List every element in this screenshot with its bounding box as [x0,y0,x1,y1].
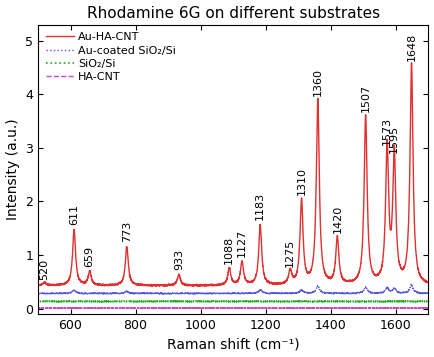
SiO₂/Si [400,299,405,303]
Au-HA-CNT [420,277,425,282]
Au-coated SiO₂/Si [200,291,205,296]
Text: 611: 611 [69,204,79,225]
Au-coated SiO₂/Si [32,291,37,295]
Au-HA-CNT [400,267,405,271]
Line: HA-CNT: HA-CNT [35,307,434,308]
Text: 1127: 1127 [237,229,247,257]
HA-CNT [420,306,425,310]
HA-CNT [323,306,328,311]
SiO₂/Si [32,300,37,304]
Title: Rhodamine 6G on different substrates: Rhodamine 6G on different substrates [87,6,380,21]
HA-CNT [201,306,206,310]
Au-coated SiO₂/Si [400,291,405,295]
Text: 1360: 1360 [313,68,323,96]
Legend: Au-HA-CNT, Au-coated SiO₂/Si, SiO₂/Si, HA-CNT: Au-HA-CNT, Au-coated SiO₂/Si, SiO₂/Si, H… [43,30,178,85]
Au-HA-CNT [323,271,328,276]
Au-HA-CNT [201,283,206,288]
Text: 1573: 1573 [382,116,392,145]
SiO₂/Si [411,300,416,304]
Text: 1088: 1088 [224,235,234,263]
Au-HA-CNT [204,283,209,287]
SiO₂/Si [432,300,434,304]
Text: 1648: 1648 [407,33,417,61]
Text: 1183: 1183 [255,192,265,220]
Au-HA-CNT [32,283,37,287]
SiO₂/Si [204,299,209,303]
Text: 773: 773 [122,221,132,242]
Au-coated SiO₂/Si [323,291,328,295]
Au-HA-CNT [222,280,227,284]
HA-CNT [219,305,224,310]
Text: 933: 933 [174,249,184,270]
Au-HA-CNT [154,284,159,288]
Au-HA-CNT [409,61,414,65]
Text: 1595: 1595 [389,125,399,153]
Line: Au-coated SiO₂/Si: Au-coated SiO₂/Si [35,284,434,294]
Au-coated SiO₂/Si [432,291,434,296]
Au-coated SiO₂/Si [409,282,414,286]
Text: 659: 659 [85,246,95,267]
Text: 1275: 1275 [285,238,295,267]
Au-coated SiO₂/Si [420,291,425,295]
SiO₂/Si [222,300,227,304]
HA-CNT [223,306,228,310]
HA-CNT [32,306,37,310]
X-axis label: Raman shift (cm⁻¹): Raman shift (cm⁻¹) [167,337,299,351]
Au-HA-CNT [432,282,434,286]
SiO₂/Si [323,299,328,303]
HA-CNT [204,306,209,310]
SiO₂/Si [382,299,387,303]
HA-CNT [56,306,61,311]
Text: 1420: 1420 [332,204,342,232]
Au-coated SiO₂/Si [240,292,245,296]
HA-CNT [432,306,434,311]
HA-CNT [400,306,405,310]
SiO₂/Si [200,300,205,304]
SiO₂/Si [420,299,425,303]
Au-coated SiO₂/Si [222,291,227,295]
Line: Au-HA-CNT: Au-HA-CNT [35,63,434,286]
Text: 1507: 1507 [361,84,371,112]
Line: SiO₂/Si: SiO₂/Si [35,301,434,302]
Au-coated SiO₂/Si [204,292,209,296]
Text: 520: 520 [39,258,49,280]
Text: 1310: 1310 [296,167,306,195]
Y-axis label: Intensity (a.u.): Intensity (a.u.) [6,119,20,220]
